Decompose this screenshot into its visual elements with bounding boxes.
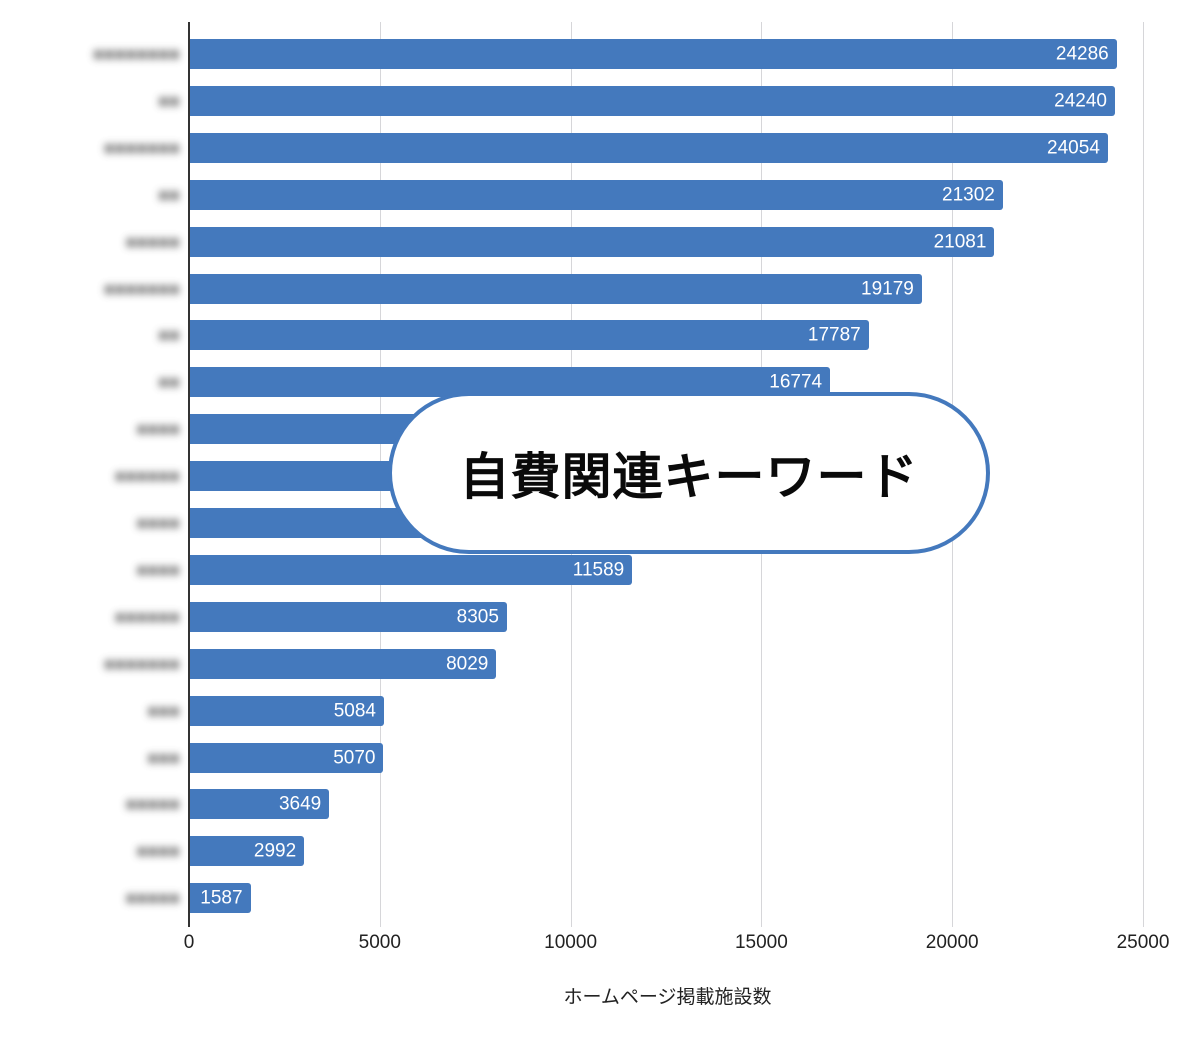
gridline: [1143, 22, 1144, 927]
category-label: ■■■: [147, 747, 180, 768]
x-tick-label: 5000: [358, 932, 401, 953]
bar: 24240: [190, 85, 1115, 116]
category-label: ■■■■■■: [114, 466, 180, 487]
category-label: ■■■■: [136, 419, 181, 440]
x-tick-label: 20000: [925, 932, 979, 953]
bar-value-label: 21302: [942, 184, 995, 206]
bar-value-label: 24054: [1047, 137, 1100, 159]
category-label: ■■: [158, 325, 180, 346]
category-label: ■■■■■: [125, 888, 180, 909]
callout-text: 自費関連キーワード: [459, 448, 919, 506]
category-label: ■■■■■: [125, 231, 180, 252]
callout-overlay: 自費関連キーワード: [388, 392, 990, 554]
bar: 8305: [190, 601, 507, 632]
bar-value-label: 8305: [456, 606, 499, 628]
bar: 5084: [190, 695, 384, 726]
bar: 5070: [190, 742, 384, 773]
bar: 21302: [190, 179, 1003, 210]
bar-value-label: 24286: [1055, 43, 1109, 65]
bar: 19179: [190, 273, 922, 304]
bar-value-label: 17787: [807, 324, 861, 346]
bar-value-label: 2992: [253, 840, 297, 862]
category-label: ■■■■■■■: [103, 137, 180, 158]
bar: 21081: [190, 226, 995, 257]
bar-value-label: 24240: [1054, 90, 1107, 112]
x-tick-label: 25000: [1116, 932, 1170, 953]
bar: 1587: [190, 883, 251, 914]
category-label: ■■■: [147, 700, 180, 721]
category-label: ■■■■■■■: [103, 278, 180, 299]
bar-value-label: 16774: [769, 371, 823, 393]
category-label: ■■■■■■■: [103, 653, 180, 674]
x-tick-label: 0: [183, 932, 195, 953]
bar: 24286: [190, 39, 1117, 69]
bar-value-label: 5070: [333, 747, 376, 768]
category-label: ■■: [158, 90, 180, 111]
bar: 3649: [190, 789, 330, 820]
bar-value-label: 3649: [278, 793, 322, 815]
bar: 11589: [190, 554, 633, 585]
category-label: ■■■■■■: [114, 606, 180, 627]
bar-value-label: 19179: [861, 278, 914, 299]
bar: 2992: [190, 836, 305, 867]
category-label: ■■■■: [136, 513, 181, 533]
category-label: ■■■■: [136, 559, 181, 580]
category-label: ■■: [158, 184, 180, 205]
bar-value-label: 5084: [333, 700, 376, 722]
bar: 17787: [190, 320, 869, 351]
bar: 24054: [190, 132, 1108, 163]
category-label: ■■■■■■■■: [93, 44, 180, 64]
category-label: ■■: [158, 372, 180, 393]
bar-value-label: 21081: [933, 231, 987, 253]
category-label: ■■■■■: [125, 794, 180, 815]
category-label: ■■■■: [136, 841, 181, 862]
x-tick-label: 10000: [544, 932, 598, 953]
x-axis-title: ホームページ掲載施設数: [563, 987, 772, 1008]
x-tick-label: 15000: [734, 932, 788, 953]
bar: 8029: [190, 648, 497, 679]
bar-value-label: 11589: [572, 559, 625, 581]
bar-value-label: 1587: [200, 887, 243, 909]
y-axis-line: [188, 22, 190, 927]
bar-value-label: 8029: [446, 653, 489, 675]
